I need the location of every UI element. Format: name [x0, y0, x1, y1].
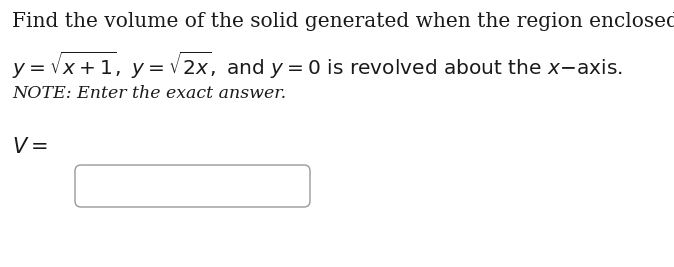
FancyBboxPatch shape	[75, 165, 310, 207]
Text: $V =$: $V =$	[12, 137, 48, 157]
Text: Find the volume of the solid generated when the region enclosed by: Find the volume of the solid generated w…	[12, 12, 674, 31]
Text: $y = \sqrt{x+1},\ y = \sqrt{2x},\ \mathrm{and}\ y = 0\ \mathrm{is\ revolved\ abo: $y = \sqrt{x+1},\ y = \sqrt{2x},\ \mathr…	[12, 50, 623, 81]
Text: NOTE: Enter the exact answer.: NOTE: Enter the exact answer.	[12, 85, 286, 102]
